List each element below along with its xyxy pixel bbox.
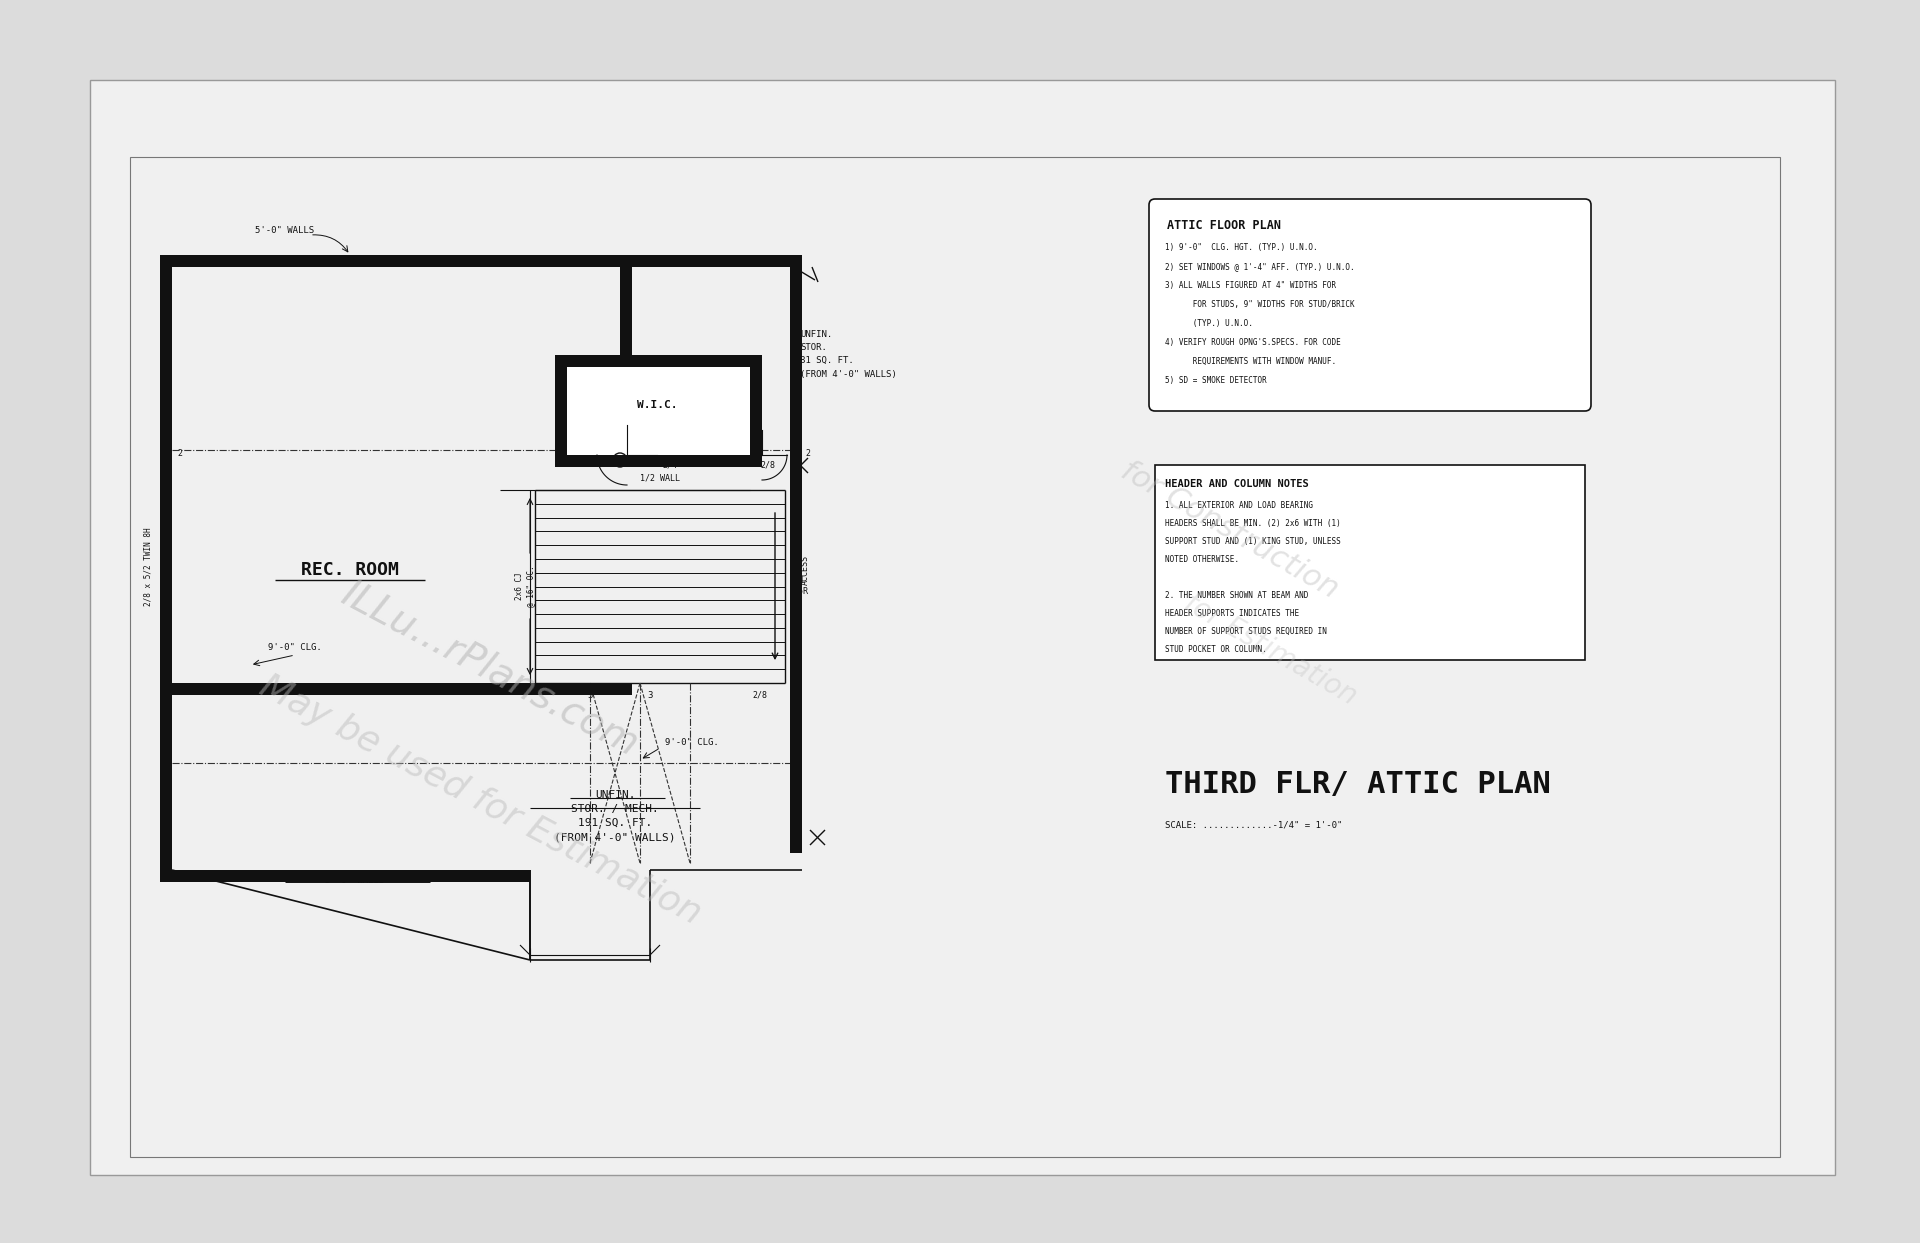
Text: UNFIN.
STOR. / MECH.
191 SQ. FT.
(FROM 4'-0" WALLS): UNFIN. STOR. / MECH. 191 SQ. FT. (FROM 4… bbox=[555, 791, 676, 842]
Text: HEADER SUPPORTS INDICATES THE: HEADER SUPPORTS INDICATES THE bbox=[1165, 609, 1300, 618]
Bar bbox=[159, 682, 173, 870]
Text: 1. ALL EXTERIOR AND LOAD BEARING: 1. ALL EXTERIOR AND LOAD BEARING bbox=[1165, 501, 1313, 510]
Bar bbox=[789, 255, 803, 695]
Text: THIRD FLR/ ATTIC PLAN: THIRD FLR/ ATTIC PLAN bbox=[1165, 769, 1551, 799]
Bar bbox=[620, 255, 632, 462]
Text: 2: 2 bbox=[177, 449, 182, 457]
Text: 5'-0" WALLS: 5'-0" WALLS bbox=[324, 875, 384, 885]
Text: for Construction: for Construction bbox=[1116, 456, 1344, 604]
Bar bbox=[159, 870, 530, 883]
Text: 2/8: 2/8 bbox=[760, 460, 776, 470]
Text: 2: 2 bbox=[804, 449, 810, 457]
FancyBboxPatch shape bbox=[1148, 199, 1592, 411]
Text: NUMBER OF SUPPORT STUDS REQUIRED IN: NUMBER OF SUPPORT STUDS REQUIRED IN bbox=[1165, 626, 1327, 636]
Text: 2/8 x 5/2 TWIN 8H: 2/8 x 5/2 TWIN 8H bbox=[144, 528, 152, 607]
Bar bbox=[159, 255, 632, 267]
Text: 2/4: 2/4 bbox=[662, 460, 678, 470]
Text: FOR STUDS, 9" WIDTHS FOR STUD/BRICK: FOR STUDS, 9" WIDTHS FOR STUD/BRICK bbox=[1165, 300, 1356, 310]
Text: HEADERS SHALL BE MIN. (2) 2x6 WITH (1): HEADERS SHALL BE MIN. (2) 2x6 WITH (1) bbox=[1165, 520, 1340, 528]
Bar bbox=[555, 355, 762, 367]
Text: 3) ALL WALLS FIGURED AT 4" WIDTHS FOR: 3) ALL WALLS FIGURED AT 4" WIDTHS FOR bbox=[1165, 281, 1336, 290]
Text: REQUIREMENTS WITH WINDOW MANUF.: REQUIREMENTS WITH WINDOW MANUF. bbox=[1165, 357, 1336, 365]
Bar bbox=[566, 367, 751, 455]
Bar bbox=[159, 682, 632, 695]
Text: 5'-0" WALLS: 5'-0" WALLS bbox=[255, 225, 315, 235]
Bar bbox=[1156, 465, 1586, 660]
Bar bbox=[789, 682, 803, 853]
Bar bbox=[159, 255, 173, 695]
Text: HEADER AND COLUMN NOTES: HEADER AND COLUMN NOTES bbox=[1165, 479, 1309, 488]
Bar bbox=[131, 157, 1780, 1157]
Bar bbox=[555, 455, 762, 467]
Text: DN
15R: DN 15R bbox=[793, 577, 808, 595]
Text: (TYP.) U.N.O.: (TYP.) U.N.O. bbox=[1165, 319, 1254, 328]
Text: SCALE: .............-1/4" = 1'-0": SCALE: .............-1/4" = 1'-0" bbox=[1165, 820, 1342, 829]
Text: 4) VERIFY ROUGH OPNG'S.SPECS. FOR CODE: 4) VERIFY ROUGH OPNG'S.SPECS. FOR CODE bbox=[1165, 338, 1340, 347]
Text: ACCESS: ACCESS bbox=[801, 556, 810, 585]
Bar bbox=[90, 80, 1836, 1175]
Text: 3: 3 bbox=[647, 691, 653, 700]
Text: for Estimation: for Estimation bbox=[1179, 589, 1361, 711]
Text: STUD POCKET OR COLUMN.: STUD POCKET OR COLUMN. bbox=[1165, 645, 1267, 654]
Text: 9'-0" CLG.: 9'-0" CLG. bbox=[664, 737, 718, 747]
Text: NOTED OTHERWISE.: NOTED OTHERWISE. bbox=[1165, 556, 1238, 564]
Text: W.I.C.: W.I.C. bbox=[637, 400, 678, 410]
Text: May be used for Estimation: May be used for Estimation bbox=[253, 669, 707, 931]
Text: 5) SD = SMOKE DETECTOR: 5) SD = SMOKE DETECTOR bbox=[1165, 375, 1267, 385]
Text: 1) 9'-0"  CLG. HGT. (TYP.) U.N.O.: 1) 9'-0" CLG. HGT. (TYP.) U.N.O. bbox=[1165, 242, 1317, 252]
Bar bbox=[620, 255, 789, 267]
Text: 2x6 CJ
@ 16" OC.: 2x6 CJ @ 16" OC. bbox=[515, 566, 534, 607]
Text: 2) SET WINDOWS @ 1'-4" AFF. (TYP.) U.N.O.: 2) SET WINDOWS @ 1'-4" AFF. (TYP.) U.N.O… bbox=[1165, 262, 1356, 271]
Text: 3: 3 bbox=[588, 691, 593, 700]
Text: ILLu...rPlans.com: ILLu...rPlans.com bbox=[334, 576, 645, 764]
Bar bbox=[555, 355, 566, 467]
Text: UNFIN.
STOR.
81 SQ. FT.
(FROM 4'-0" WALLS): UNFIN. STOR. 81 SQ. FT. (FROM 4'-0" WALL… bbox=[801, 329, 897, 379]
Text: REC. ROOM: REC. ROOM bbox=[301, 561, 399, 579]
Text: 2/8: 2/8 bbox=[753, 691, 768, 700]
Text: ATTIC FLOOR PLAN: ATTIC FLOOR PLAN bbox=[1167, 219, 1281, 232]
Text: 2. THE NUMBER SHOWN AT BEAM AND: 2. THE NUMBER SHOWN AT BEAM AND bbox=[1165, 590, 1308, 600]
Text: 9'-0" CLG.: 9'-0" CLG. bbox=[269, 643, 323, 651]
Text: SUPPORT STUD AND (1) KING STUD, UNLESS: SUPPORT STUD AND (1) KING STUD, UNLESS bbox=[1165, 537, 1340, 546]
Bar bbox=[751, 355, 762, 467]
Text: 2: 2 bbox=[177, 685, 182, 695]
Text: 1/2 WALL: 1/2 WALL bbox=[639, 474, 680, 482]
